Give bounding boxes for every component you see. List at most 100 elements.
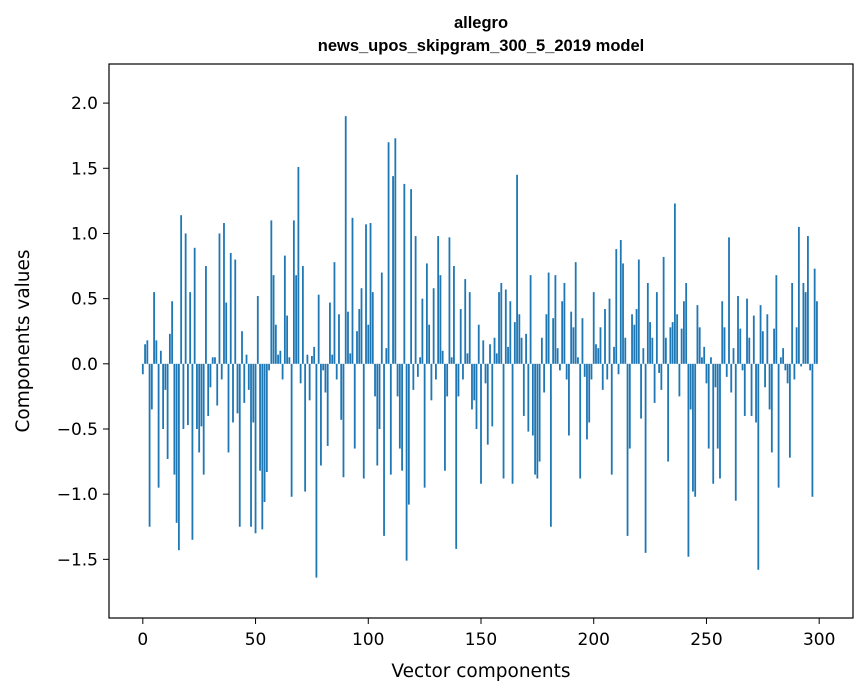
bar [748, 337, 751, 364]
bar [671, 322, 674, 364]
bar [416, 363, 419, 377]
bar [464, 279, 467, 364]
bar [811, 363, 814, 497]
bar [504, 289, 507, 364]
bar [175, 363, 178, 523]
bar [694, 363, 697, 497]
bar [764, 363, 766, 388]
bar [448, 237, 451, 364]
bar [457, 363, 460, 397]
bar [712, 363, 715, 484]
bar [191, 363, 194, 540]
bar [430, 363, 433, 401]
bar [773, 328, 775, 364]
bar [525, 333, 527, 364]
bar [446, 363, 449, 397]
bar [759, 305, 762, 364]
bar [737, 296, 739, 364]
bar [144, 344, 146, 364]
bar [498, 292, 500, 364]
bar [746, 298, 748, 364]
bar [489, 344, 491, 364]
x-tick-label: 0 [137, 630, 148, 650]
bar [723, 327, 726, 364]
bar [696, 305, 699, 364]
bar [333, 262, 336, 364]
bar [786, 363, 789, 384]
bar [184, 233, 187, 364]
bar [703, 346, 706, 364]
bar [241, 331, 243, 364]
bar [646, 282, 649, 364]
bar [198, 363, 201, 453]
bar [329, 302, 331, 364]
bar [516, 174, 518, 364]
bar [290, 363, 293, 497]
bar [317, 294, 320, 364]
bar [795, 327, 798, 364]
bar [403, 183, 406, 364]
bar [725, 363, 728, 377]
bar [351, 217, 354, 364]
bar [631, 314, 633, 364]
x-tick-label: 300 [803, 630, 835, 650]
bar [389, 363, 392, 475]
bar [619, 239, 622, 364]
x-tick-label: 200 [578, 630, 610, 650]
bar [574, 262, 577, 364]
bar [633, 324, 636, 364]
bar [779, 357, 782, 364]
bar [247, 363, 250, 390]
bar [662, 256, 665, 364]
bar [556, 348, 559, 364]
bar [491, 363, 494, 427]
bar [547, 272, 550, 364]
bar [624, 337, 627, 364]
bar [162, 363, 165, 429]
bar [473, 363, 476, 401]
bar [804, 292, 807, 364]
bar [371, 292, 374, 364]
y-tick-label: −1.0 [57, 485, 98, 505]
bar [168, 333, 171, 364]
bar [761, 331, 764, 364]
bar [552, 318, 555, 364]
bar [770, 363, 773, 453]
bar [159, 350, 162, 364]
bar [705, 363, 708, 384]
bar [407, 363, 410, 505]
bar [324, 363, 327, 393]
bar [468, 292, 471, 364]
bar [380, 272, 383, 364]
bar [335, 363, 338, 380]
bar [277, 354, 279, 364]
bar [642, 348, 645, 364]
bar [599, 327, 602, 364]
bar [540, 337, 543, 364]
bar [243, 363, 246, 403]
bar [441, 350, 444, 364]
bar [728, 237, 730, 364]
bar [784, 363, 787, 371]
bar [216, 363, 219, 406]
bar [741, 363, 744, 371]
bar [209, 363, 212, 388]
bar [613, 346, 615, 364]
y-tick-label: 0.0 [71, 355, 98, 375]
bar [245, 354, 248, 364]
bar [534, 363, 537, 475]
bar [782, 348, 785, 364]
bar [655, 292, 658, 364]
bar [405, 363, 408, 561]
bar [653, 363, 656, 403]
bar [486, 363, 489, 445]
bar [453, 266, 455, 364]
bar [450, 357, 453, 364]
bar [173, 363, 176, 475]
y-axis-ticks: −1.5 −1.0 −0.5 0.0 0.5 1.0 1.5 2.0 [57, 94, 109, 570]
bar [232, 363, 234, 423]
bar [511, 363, 514, 484]
bar [155, 340, 158, 364]
bar [412, 363, 415, 390]
bar [471, 363, 473, 410]
